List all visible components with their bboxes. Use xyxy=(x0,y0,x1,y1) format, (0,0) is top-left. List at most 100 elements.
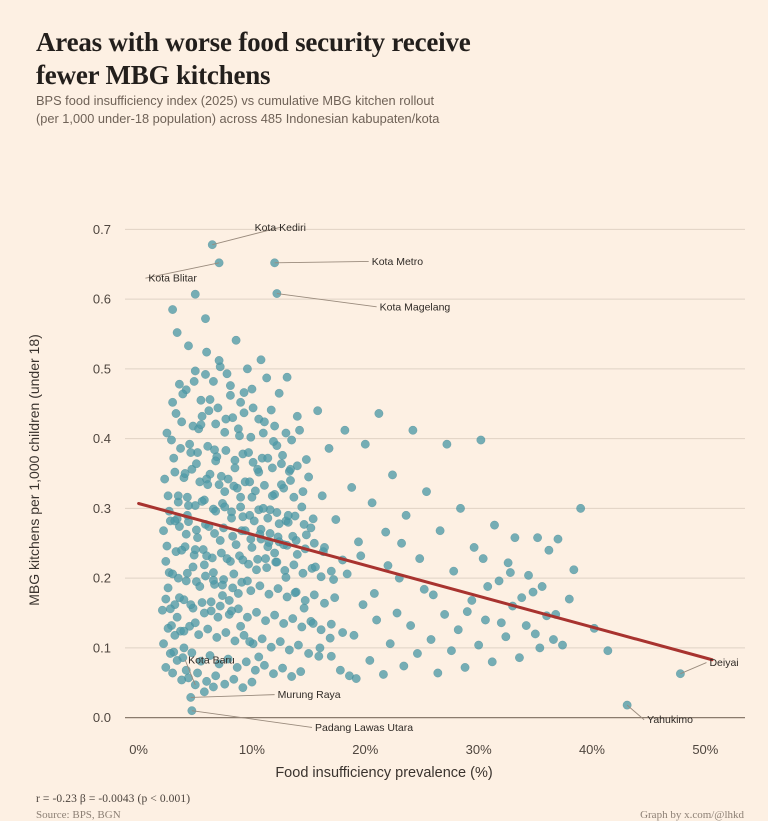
scatter-point xyxy=(236,502,246,512)
scatter-point xyxy=(494,576,504,586)
scatter-point xyxy=(399,661,409,671)
scatter-point xyxy=(220,487,230,497)
scatter-point xyxy=(675,669,685,679)
scatter-point xyxy=(422,487,431,497)
scatter-point xyxy=(325,633,335,643)
scatter-point xyxy=(476,435,486,445)
scatter-point xyxy=(297,502,307,512)
scatter-point xyxy=(171,409,181,418)
scatter-point xyxy=(222,369,232,379)
scatter-point xyxy=(199,687,209,697)
scatter-point xyxy=(245,477,255,487)
scatter-point xyxy=(388,470,397,480)
scatter-point xyxy=(249,516,259,526)
scatter-point xyxy=(326,651,336,661)
scatter-point xyxy=(225,381,235,391)
scatter-point xyxy=(247,384,257,394)
y-tick-label: 0.2 xyxy=(93,571,111,586)
scatter-point xyxy=(269,436,278,446)
scatter-point xyxy=(264,589,274,599)
scatter-point xyxy=(242,576,252,586)
scatter-point xyxy=(289,560,299,570)
scatter-point xyxy=(453,625,463,635)
scatter-point xyxy=(213,403,223,413)
scatter-point xyxy=(266,405,276,415)
scatter-point xyxy=(310,562,320,572)
scatter-point xyxy=(177,417,187,427)
scatter-point xyxy=(246,432,256,442)
scatter-point xyxy=(300,596,310,605)
scatter-point xyxy=(258,428,268,438)
scatter-point xyxy=(239,630,249,640)
scatter-point xyxy=(326,566,336,576)
scatter-point xyxy=(535,643,545,653)
scatter-point xyxy=(301,530,311,540)
scatter-point xyxy=(505,568,515,578)
scatter-point xyxy=(180,469,190,478)
scatter-point xyxy=(340,425,350,435)
scatter-point xyxy=(190,545,200,554)
scatter-point xyxy=(261,616,270,626)
annotation-label: Kota Metro xyxy=(372,256,424,268)
scatter-point xyxy=(358,600,368,610)
scatter-point xyxy=(308,619,318,628)
chart-subtitle: BPS food insufficiency index (2025) vs c… xyxy=(36,93,440,127)
scatter-point xyxy=(199,560,209,570)
scatter-point xyxy=(229,481,239,491)
y-tick-label: 0.1 xyxy=(93,640,111,655)
scatter-point xyxy=(190,289,200,299)
scatter-point xyxy=(230,463,240,473)
scatter-point xyxy=(569,565,579,575)
scatter-point xyxy=(224,596,234,605)
scatter-point xyxy=(483,582,493,591)
scatter-point xyxy=(297,622,307,632)
scatter-point xyxy=(262,373,272,383)
scatter-point xyxy=(331,515,341,524)
scatter-point xyxy=(274,519,284,529)
scatter-point xyxy=(276,459,286,469)
scatter-point xyxy=(197,411,207,421)
scatter-point xyxy=(267,463,277,473)
scatter-point xyxy=(205,651,215,661)
annotation-label: Kota Kediri xyxy=(255,222,306,234)
scatter-point xyxy=(314,651,324,661)
scatter-point xyxy=(201,571,210,581)
scatter-point xyxy=(478,554,488,564)
scatter-point xyxy=(263,453,273,463)
scatter-point xyxy=(159,639,168,649)
scatter-point xyxy=(170,516,180,526)
scatter-point xyxy=(259,660,269,670)
scatter-point xyxy=(221,628,231,637)
scatter-point xyxy=(214,659,224,669)
scatter-point xyxy=(196,656,206,666)
scatter-point xyxy=(211,671,221,681)
scatter-point xyxy=(428,590,438,600)
scatter-point xyxy=(211,456,221,466)
scatter-point xyxy=(193,533,202,543)
scatter-point xyxy=(385,639,395,649)
y-tick-label: 0.0 xyxy=(93,710,111,725)
scatter-point xyxy=(603,646,613,656)
scatter-point xyxy=(272,557,282,567)
scatter-point xyxy=(537,582,547,591)
scatter-point xyxy=(259,417,269,427)
scatter-point xyxy=(168,397,178,407)
scatter-point xyxy=(188,562,198,572)
scatter-point xyxy=(320,598,329,608)
scatter-point xyxy=(162,541,172,551)
scatter-point xyxy=(487,657,497,667)
scatter-point xyxy=(435,526,445,536)
scatter-point xyxy=(247,492,257,502)
scatter-point xyxy=(168,305,178,315)
scatter-point xyxy=(351,674,361,684)
scatter-point xyxy=(528,587,538,597)
scatter-point xyxy=(315,643,325,653)
scatter-point xyxy=(235,431,244,441)
scatter-point xyxy=(239,408,249,418)
scatter-point xyxy=(278,663,287,673)
scatter-point xyxy=(419,584,429,594)
annotation-label: Yahukimo xyxy=(647,714,693,726)
scatter-point xyxy=(186,600,196,610)
scatter-point xyxy=(282,592,292,602)
